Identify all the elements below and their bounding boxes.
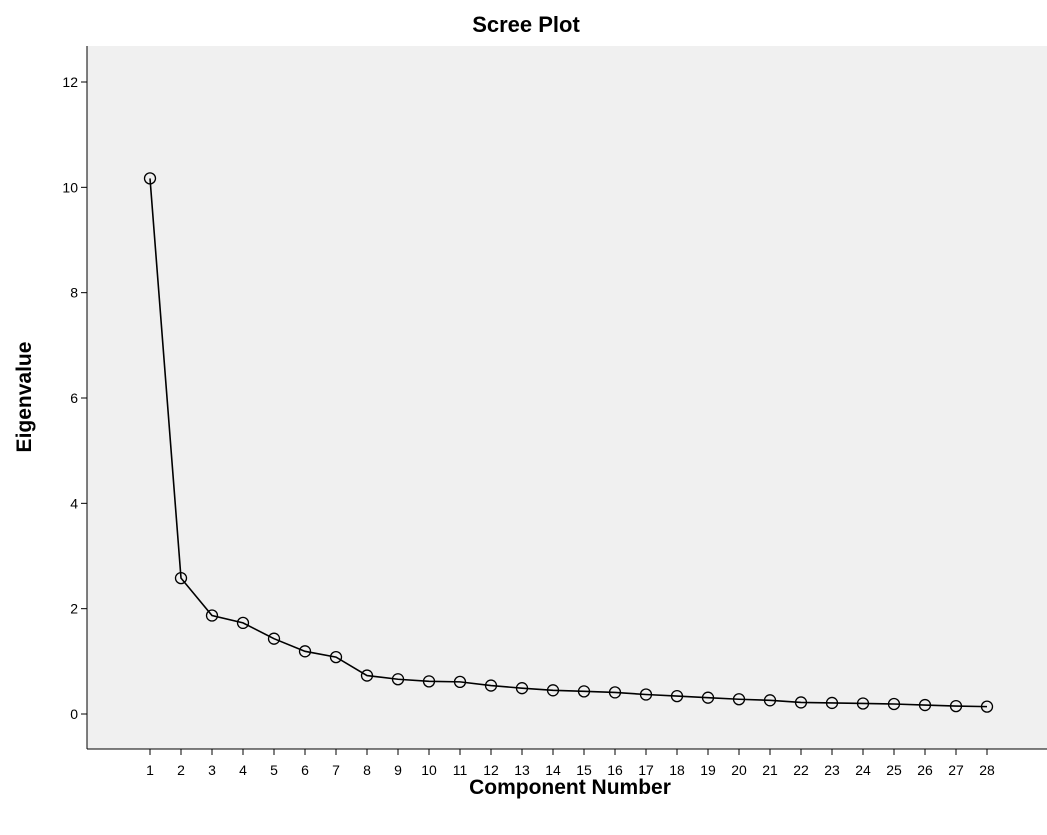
data-point: [298, 645, 312, 658]
data-point: [205, 609, 219, 622]
x-tick-label: 22: [793, 762, 809, 778]
y-tick-label: 0: [70, 706, 78, 722]
data-point: [391, 673, 405, 686]
y-tick-label: 12: [62, 74, 78, 90]
x-tick-label: 7: [332, 762, 340, 778]
data-point: [732, 693, 746, 706]
x-tick-label: 18: [669, 762, 685, 778]
x-tick-label: 16: [607, 762, 623, 778]
y-tick-label: 4: [70, 495, 78, 511]
data-point: [236, 616, 250, 630]
data-point: [701, 691, 715, 704]
data-point: [639, 688, 653, 701]
y-tick-label: 2: [70, 601, 78, 617]
data-point: [143, 172, 157, 185]
x-tick-label: 6: [301, 762, 309, 778]
x-tick-label: 25: [886, 762, 902, 778]
x-tick-label: 27: [948, 762, 964, 778]
series-line: [149, 178, 988, 708]
data-point: [825, 696, 839, 710]
x-tick-label: 1: [146, 762, 154, 778]
y-axis-title: Eigenvalue: [13, 342, 36, 453]
x-tick-label: 23: [824, 762, 840, 778]
x-tick-label: 28: [979, 762, 995, 778]
data-point: [887, 697, 901, 711]
x-tick-label: 12: [483, 762, 499, 778]
x-tick-label: 15: [576, 762, 592, 778]
y-tick-label: 10: [62, 179, 78, 195]
data-point: [360, 669, 374, 682]
data-point: [267, 632, 281, 645]
x-tick-label: 3: [208, 762, 216, 778]
x-tick-label: 5: [270, 762, 278, 778]
data-point: [670, 689, 684, 703]
x-tick-label: 24: [855, 762, 871, 778]
data-point: [856, 697, 870, 710]
x-axis-ticks: 1 2 3 4 5 6 7 8 9 10 11 12 13 14 15 16 17 18 19 20 21 22 23 24 2…: [146, 749, 995, 778]
x-tick-label: 26: [917, 762, 933, 778]
data-point: [763, 694, 777, 707]
x-tick-label: 13: [514, 762, 530, 778]
data-point: [794, 696, 808, 709]
x-tick-label: 14: [545, 762, 561, 778]
data-point: [608, 686, 622, 699]
data-point: [453, 675, 467, 689]
x-tick-label: 9: [394, 762, 402, 778]
chart-title: Scree Plot: [472, 12, 580, 37]
x-tick-label: 20: [731, 762, 747, 778]
x-tick-label: 10: [421, 762, 437, 778]
data-point: [484, 679, 498, 692]
x-axis-title: Component Number: [469, 776, 671, 799]
data-point: [918, 698, 932, 712]
x-tick-label: 2: [177, 762, 185, 778]
y-tick-label: 8: [70, 285, 78, 301]
plot-area: [87, 46, 1047, 749]
series-layer: [143, 172, 994, 713]
x-tick-label: 19: [700, 762, 716, 778]
x-tick-label: 4: [239, 762, 247, 778]
y-axis-ticks: 0 2 4 6 8 10 12: [62, 74, 87, 722]
x-tick-label: 21: [762, 762, 778, 778]
data-point: [577, 685, 591, 698]
x-tick-label: 17: [638, 762, 654, 778]
data-point: [422, 675, 436, 688]
data-point: [174, 571, 188, 585]
data-point: [980, 700, 994, 713]
data-point: [546, 684, 560, 697]
data-point: [515, 682, 529, 695]
x-tick-label: 11: [453, 762, 468, 778]
data-point: [949, 699, 963, 713]
y-tick-label: 6: [70, 390, 78, 406]
x-tick-label: 8: [363, 762, 371, 778]
data-point: [329, 650, 343, 664]
